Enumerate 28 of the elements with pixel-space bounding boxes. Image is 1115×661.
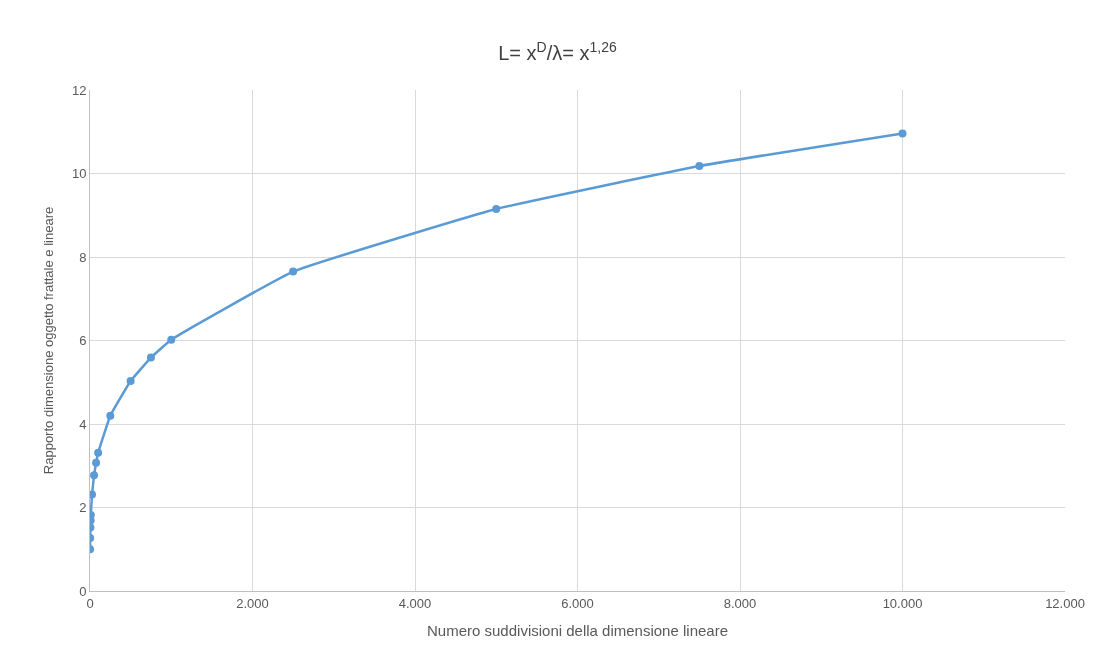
point <box>492 204 501 213</box>
x-tick-label: 4.000 <box>398 595 432 611</box>
point <box>167 335 176 344</box>
x-tick-label: 2.000 <box>236 595 269 611</box>
point <box>106 411 115 420</box>
y-tick-label: 4 <box>79 416 87 432</box>
point <box>126 377 135 385</box>
y-tick-label: 6 <box>79 333 87 349</box>
x-axis-title: Numero suddivisioni della dimensione lineare <box>427 621 728 639</box>
y-tick-label: 2 <box>79 500 87 516</box>
y-tick-label: 10 <box>71 166 87 182</box>
point <box>90 490 97 499</box>
y-tick-label: 8 <box>79 249 87 265</box>
x-tick-label: 6.000 <box>561 595 594 611</box>
point <box>90 471 99 480</box>
x-tick-label: 8.000 <box>723 595 757 611</box>
point <box>898 129 907 138</box>
point <box>94 448 103 457</box>
x-tick-label: 10.000 <box>882 595 923 611</box>
y-axis-title: Rapporto dimensione oggetto frattale e lineare <box>40 206 56 475</box>
point <box>289 267 298 276</box>
point <box>146 353 155 362</box>
y-tick-label: 12 <box>71 82 87 98</box>
y-tick-label: 0 <box>79 583 87 599</box>
point <box>695 161 704 170</box>
chart-title: L= x$^{D}$/λ= x$^{1,26}$ <box>498 38 617 65</box>
point <box>92 458 101 467</box>
x-tick-label: 12.000 <box>1045 595 1085 611</box>
